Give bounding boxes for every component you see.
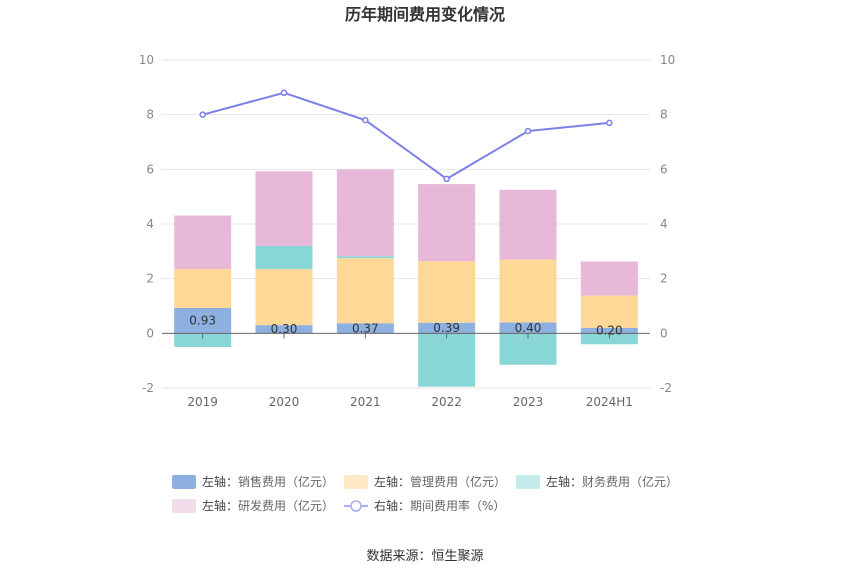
bar-segment [336,169,394,257]
bar-segment [255,245,313,270]
left-tick-label: 6 [146,162,154,176]
line-point [443,175,450,183]
bar-segment [174,307,232,334]
right-tick-label: 0 [660,326,668,340]
bar-segment [580,327,638,334]
right-tick-label: 10 [660,53,675,67]
x-tick-label: 2022 [431,395,462,409]
line-series [199,89,613,183]
right-tick-label: 4 [660,217,668,231]
line-point [199,111,206,118]
legend-label: 左轴：财务费用（亿元） [546,474,678,489]
left-tick-label: 0 [146,326,154,340]
bar-segment [580,333,638,345]
data-label: 0.39 [433,321,460,335]
left-tick-label: -2 [142,381,154,395]
x-tick-label: 2024H1 [586,395,633,409]
bar-segment [418,322,476,334]
data-label: 0.20 [596,324,623,338]
data-label: 0.40 [515,321,542,335]
zero-line [162,332,650,339]
line-point [524,127,532,135]
bar-segment [499,322,557,334]
data-label: 0.30 [271,322,298,336]
legend-swatch [172,499,196,513]
right-tick-label: 2 [660,272,668,286]
data-label: 0.37 [352,321,379,335]
left-tick-label: 4 [146,217,154,231]
legend-label: 左轴：管理费用（亿元） [374,474,506,489]
legend-swatch-marker [350,500,362,512]
bar-segment [336,258,394,324]
line-path [202,91,610,181]
bar-segment [499,259,557,323]
bar-segment [174,269,232,308]
chart-title: 历年期间费用变化情况 [345,5,505,24]
legend-label: 左轴：销售费用（亿元） [202,474,334,489]
right-tick-label: -2 [660,381,672,395]
right-tick-label: 6 [660,162,668,176]
data-labels: 0.93 0.30 0.37 0.39 0.40 0.20 [189,314,622,338]
bar-segment [499,189,557,260]
bar-segment [174,333,232,347]
x-axis: 2019 2020 2021 2022 2023 2024H1 [187,395,633,409]
bar-segment [580,295,638,328]
data-label: 0.93 [189,314,216,328]
bar-segment [418,184,476,262]
legend-label: 右轴：期间费用率（%） [374,498,505,513]
legend: 左轴：销售费用（亿元） 左轴：管理费用（亿元） 左轴：财务费用（亿元） 左轴：研发费用… [172,474,678,513]
legend-label: 左轴：研发费用（亿元） [202,498,334,513]
left-tick-label: 8 [146,108,154,122]
source-note: 数据来源：恒生聚源 [366,549,483,564]
grid [162,59,650,389]
legend-swatch [516,475,540,489]
bar-segment [255,171,313,246]
bar-segment [174,215,232,270]
line-point [606,119,613,127]
x-tick-label: 2023 [513,395,544,409]
bar-segment [336,323,394,334]
bars [174,169,638,387]
right-axis: -2 0 2 4 6 8 10 [660,53,675,395]
bar-segment [255,325,313,334]
x-tick-label: 2021 [350,395,381,409]
left-tick-label: 2 [146,272,154,286]
left-axis: -2 0 2 4 6 8 10 [139,53,154,395]
legend-swatch [344,475,368,489]
legend-swatch [172,475,196,489]
bar-segment [499,333,557,365]
left-tick-label: 10 [139,53,154,67]
line-point [280,89,288,97]
bar-segment [336,256,394,259]
right-tick-label: 8 [660,108,668,122]
x-tick-label: 2019 [187,395,218,409]
bar-segment [580,261,638,296]
bar-segment [418,261,476,323]
line-point [362,116,369,124]
x-tick-label: 2020 [269,395,300,409]
bar-segment [418,333,476,387]
bar-segment [255,269,313,326]
